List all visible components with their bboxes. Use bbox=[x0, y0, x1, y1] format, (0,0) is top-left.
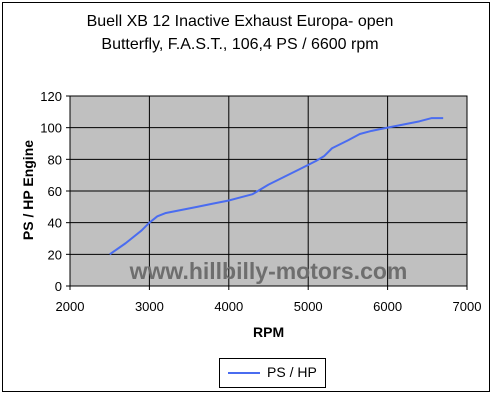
legend-swatch bbox=[228, 372, 260, 374]
y-tick-label: 120 bbox=[40, 89, 62, 104]
y-tick-label: 100 bbox=[40, 121, 62, 136]
chart-title: Buell XB 12 Inactive Exhaust Europa- ope… bbox=[0, 10, 480, 56]
chart-title-line-2: Butterfly, F.A.S.T., 106,4 PS / 6600 rpm bbox=[101, 36, 379, 53]
y-tick-label: 80 bbox=[48, 152, 62, 167]
legend: PS / HP bbox=[219, 358, 326, 388]
x-tick-label: 3000 bbox=[135, 299, 164, 314]
chart-title-line-1: Buell XB 12 Inactive Exhaust Europa- ope… bbox=[86, 13, 394, 30]
series-line bbox=[109, 117, 444, 256]
y-tick-label: 40 bbox=[48, 216, 62, 231]
y-tick-label: 0 bbox=[55, 279, 62, 294]
y-axis-label: PS / HP Engine bbox=[20, 139, 36, 241]
x-tick-label: 6000 bbox=[373, 299, 402, 314]
x-tick-label: 2000 bbox=[56, 299, 85, 314]
x-tick-label: 7000 bbox=[453, 299, 482, 314]
x-tick-label: 4000 bbox=[214, 299, 243, 314]
x-axis-label: RPM bbox=[253, 324, 285, 340]
legend-label: PS / HP bbox=[267, 364, 317, 380]
y-tick-label: 60 bbox=[48, 184, 62, 199]
x-tick-label: 5000 bbox=[294, 299, 323, 314]
y-tick-label: 20 bbox=[48, 247, 62, 262]
watermark: www.hillbilly-motors.com bbox=[129, 258, 408, 284]
